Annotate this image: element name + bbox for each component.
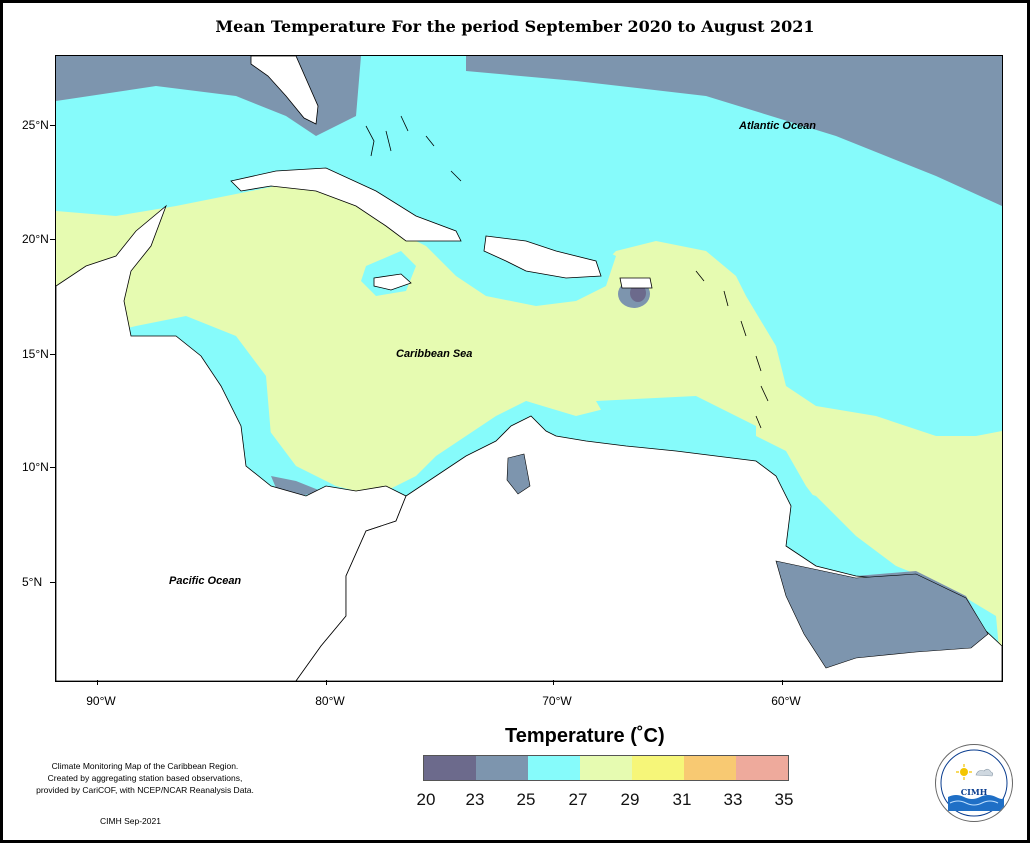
legend-swatch-29-31	[632, 756, 684, 780]
legend-value-31: 31	[672, 790, 692, 809]
cloud-icon	[975, 768, 994, 777]
lon-tick-70	[553, 680, 554, 685]
logo-graphic	[940, 749, 1008, 817]
legend-swatch-27-29	[580, 756, 632, 780]
map-canvas	[56, 56, 1002, 681]
temp-zone-23-25-panama	[271, 476, 321, 496]
legend-value-29: 29	[620, 790, 640, 809]
lon-label-70w: 70°W	[542, 694, 572, 708]
lon-tick-60	[782, 680, 783, 685]
temp-zone-23-25-atlantic	[466, 56, 1002, 206]
wave-icon	[948, 795, 1004, 811]
lon-tick-80	[326, 680, 327, 685]
legend-value-25: 25	[516, 790, 536, 809]
lat-tick-20	[50, 239, 55, 240]
legend-value-23: 23	[465, 790, 485, 809]
temp-zone-25-27-nicaragua	[236, 336, 446, 526]
temp-zone-25-27-lesser-antilles	[596, 396, 756, 451]
credits-line-3: provided by CariCOF, with NCEP/NCAR Rean…	[36, 785, 254, 795]
lat-label-15n: 15°N	[22, 347, 49, 361]
label-caribbean-sea: Caribbean Sea	[396, 348, 473, 360]
lat-tick-5	[50, 582, 55, 583]
cimh-logo: CIMH	[935, 744, 1013, 822]
land-hispaniola	[483, 235, 602, 279]
lat-tick-15	[50, 354, 55, 355]
legend-value-33: 33	[723, 790, 743, 809]
land-cuba	[230, 167, 462, 242]
lake-maracaibo	[506, 453, 531, 495]
temp-zone-27-29-caribbean	[56, 181, 1002, 681]
land-jamaica	[373, 273, 412, 291]
lat-tick-10	[50, 467, 55, 468]
legend-swatch-23-25	[476, 756, 528, 780]
legend-swatch-25-27	[528, 756, 580, 780]
label-atlantic-ocean: Atlantic Ocean	[739, 120, 817, 132]
lat-label-25n: 25°N	[22, 118, 49, 132]
map-panel: Atlantic Ocean Caribbean Sea Pacific Oce…	[55, 55, 1003, 682]
legend-swatch-33-35	[736, 756, 788, 780]
logo-text: CIMH	[960, 787, 988, 797]
temp-zone-23-25-guiana-land	[775, 560, 989, 669]
lat-label-10n: 10°N	[22, 460, 49, 474]
sun-icon	[956, 764, 972, 780]
legend-value-20: 20	[416, 790, 436, 809]
lon-label-60w: 60°W	[771, 694, 801, 708]
land-florida	[250, 56, 319, 125]
temp-zone-20-23-core	[630, 284, 646, 302]
map-title: Mean Temperature For the period Septembe…	[215, 17, 815, 36]
land-puerto-rico	[619, 277, 653, 289]
lon-label-80w: 80°W	[315, 694, 345, 708]
lat-label-20n: 20°N	[22, 232, 49, 246]
legend-value-27: 27	[568, 790, 588, 809]
credits-line-1: Climate Monitoring Map of the Caribbean …	[51, 761, 239, 771]
legend-swatch-31-33	[684, 756, 736, 780]
small-islands	[365, 115, 769, 429]
label-pacific-ocean: Pacific Ocean	[169, 575, 242, 587]
credits-date: CIMH Sep-2021	[100, 816, 161, 826]
credits-line-2: Created by aggregating station based obs…	[47, 773, 243, 783]
legend-value-35: 35	[774, 790, 794, 809]
lat-label-5n: 5°N	[22, 575, 43, 589]
lon-tick-90	[97, 680, 98, 685]
legend-swatch-20-23	[424, 756, 476, 780]
legend-title: Temperature (˚C)	[505, 725, 665, 747]
credits-text: Climate Monitoring Map of the Caribbean …	[20, 760, 270, 796]
lat-tick-25	[50, 125, 55, 126]
lon-label-90w: 90°W	[86, 694, 116, 708]
legend-color-bar	[423, 755, 789, 781]
